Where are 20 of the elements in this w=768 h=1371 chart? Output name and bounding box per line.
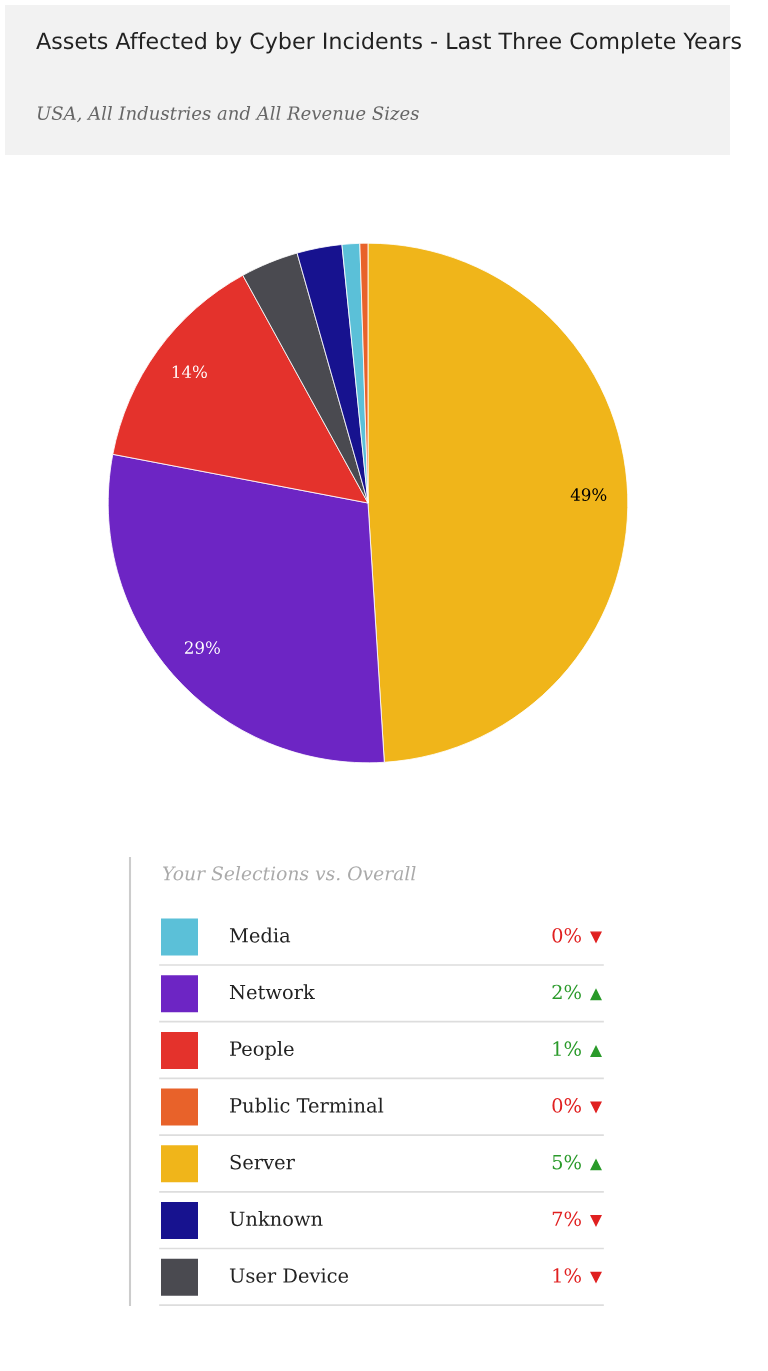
legend-label: User Device (229, 1268, 349, 1283)
text: 0% (552, 927, 581, 943)
legend-title: Your Selections vs. Overall (162, 865, 416, 881)
text: 2% (552, 984, 581, 1000)
text: 7% (552, 1211, 581, 1227)
text: 0% (552, 1098, 581, 1113)
legend-label: People (230, 1040, 294, 1060)
legend-label: Server (230, 1154, 295, 1170)
text: 5% (552, 1154, 581, 1170)
data-label: 14% (172, 365, 207, 379)
legend-label: Public Terminal (230, 1097, 384, 1113)
chart-subtitle: USA, All Industries and All Revenue Sizes (37, 106, 419, 123)
data-label: 29% (184, 641, 220, 654)
legend-label: Unknown (229, 1211, 323, 1227)
text: 1% (553, 1268, 581, 1283)
text: 1% (553, 1041, 581, 1057)
data-label: 49% (570, 488, 607, 501)
legend-label: Media (229, 927, 291, 943)
legend-label: Network (229, 984, 315, 1000)
chart-title: Assets Affected by Cyber Incidents - Last Three Complete Years (36, 32, 741, 54)
